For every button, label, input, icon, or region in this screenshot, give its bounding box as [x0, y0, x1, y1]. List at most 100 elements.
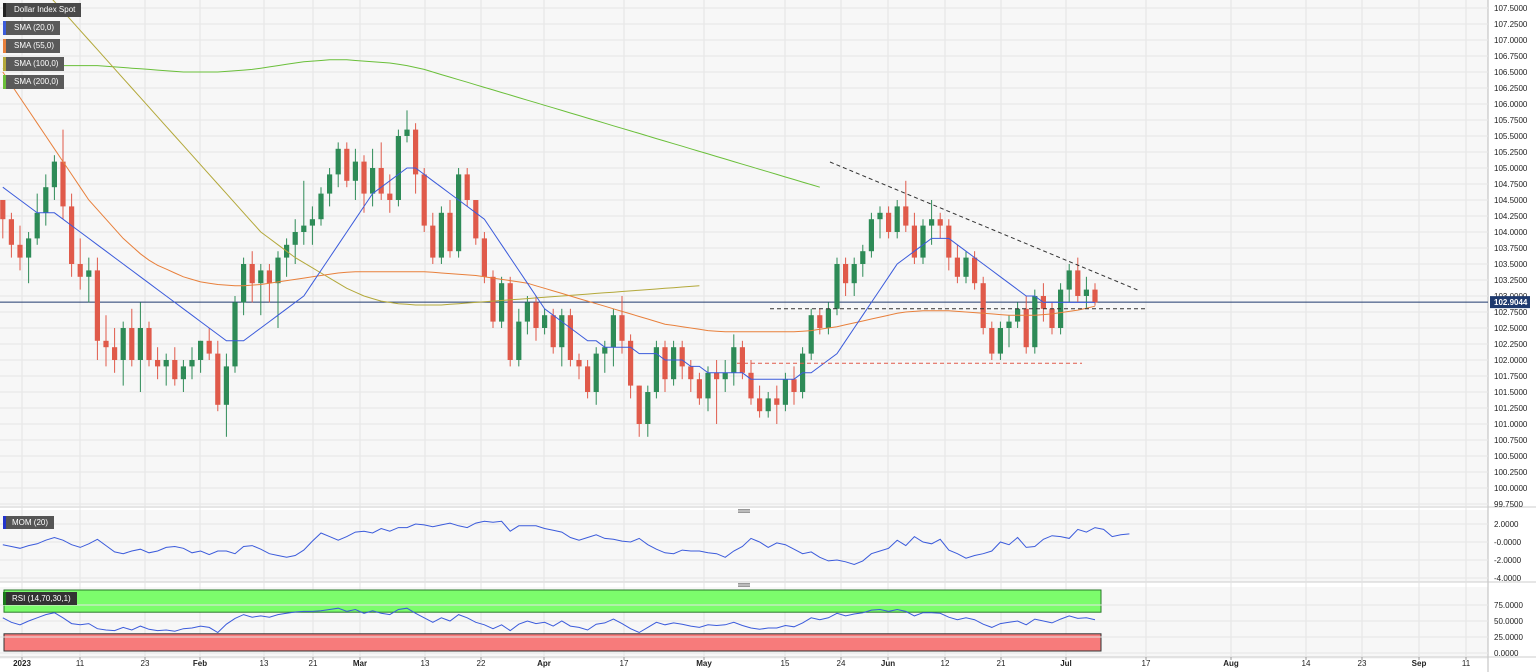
candle-body	[834, 264, 840, 309]
price-tick-label: 103.2500	[1494, 276, 1528, 285]
rsi-legend[interactable]: RSI (14,70,30,1)	[3, 592, 77, 605]
sma20-legend[interactable]: SMA (20,0)	[3, 21, 61, 35]
candle-body	[352, 161, 358, 181]
candle-body	[593, 353, 599, 392]
candle-body	[877, 212, 883, 220]
candle-body	[430, 225, 436, 258]
x-tick-label: 15	[781, 659, 790, 668]
candle-body	[241, 264, 247, 303]
candle-body	[739, 347, 745, 373]
candle-body	[997, 328, 1003, 354]
candle-body	[456, 174, 462, 252]
price-tick-label: 102.5000	[1494, 324, 1528, 333]
price-tick-label: 100.5000	[1494, 452, 1528, 461]
time-axis: 2023 11 23 Feb 13 21 Mar 13 22 Apr 17 May 15 24 Jun 12 2…	[13, 657, 1471, 668]
candle-body	[679, 347, 685, 367]
candle-body	[860, 251, 866, 264]
candle-body	[782, 379, 788, 405]
main-panel-bg	[0, 0, 1488, 506]
current-price-tag	[1490, 296, 1530, 309]
candle-body	[481, 238, 487, 277]
candle-body	[688, 366, 694, 380]
panel-resize-handle-rsi[interactable]	[738, 583, 750, 587]
price-tick-label: 105.5000	[1494, 132, 1528, 141]
candle-body	[249, 264, 255, 284]
candle-body	[619, 315, 625, 341]
price-tick-label: 105.7500	[1494, 116, 1528, 125]
x-tick-label: 13	[260, 659, 269, 668]
candle-body	[576, 360, 582, 367]
candle-body	[550, 315, 556, 348]
candle-body	[103, 340, 109, 348]
x-tick-label: Feb	[193, 659, 207, 668]
candle-body	[69, 206, 75, 264]
sma55-legend[interactable]: SMA (55,0)	[3, 39, 61, 53]
candle-body	[292, 232, 298, 245]
instrument-legend[interactable]: Dollar Index Spot	[3, 3, 82, 17]
candle-body	[413, 129, 419, 175]
candle-body	[705, 372, 711, 399]
x-tick-label: Jul	[1060, 659, 1072, 668]
candle-body	[146, 328, 152, 360]
candle-body	[1006, 321, 1012, 328]
candle-body	[438, 212, 444, 258]
price-tick-label: 105.0000	[1494, 164, 1528, 173]
candle-body	[378, 168, 384, 194]
candle-body	[671, 347, 677, 380]
price-tick-label: 107.0000	[1494, 36, 1528, 45]
panel-resize-handle-mom[interactable]	[738, 509, 750, 513]
candle-body	[808, 315, 814, 354]
candle-body	[120, 328, 126, 360]
sma200-legend[interactable]: SMA (200,0)	[3, 75, 65, 89]
candle-body	[559, 315, 565, 348]
price-tick-label: 106.2500	[1494, 84, 1528, 93]
rsi-tick-label: 0.0000	[1494, 649, 1519, 658]
candle-body	[989, 328, 995, 354]
x-tick-label: Mar	[353, 659, 367, 668]
sma100-line	[52, 0, 700, 306]
candle-body	[774, 398, 780, 405]
price-tick-label: 104.0000	[1494, 228, 1528, 237]
candle-body	[653, 347, 659, 392]
price-tick-label: 102.2500	[1494, 340, 1528, 349]
mom-tick-label: -4.0000	[1494, 574, 1522, 583]
candle-body	[963, 257, 969, 277]
candle-body	[327, 174, 333, 194]
sma200-line	[2, 59, 820, 188]
rsi-line	[2, 607, 1096, 634]
candle-body	[0, 200, 6, 220]
candle-body	[585, 366, 591, 392]
x-tick-label: 17	[620, 659, 629, 668]
candle-body	[112, 347, 118, 360]
price-tick-label: 104.2500	[1494, 212, 1528, 221]
candle-body	[886, 212, 892, 232]
candle-body	[894, 206, 900, 232]
candle-body	[94, 270, 100, 341]
candle-body	[920, 225, 926, 258]
price-tick-label: 107.5000	[1494, 4, 1528, 13]
candle-body	[8, 219, 14, 245]
candle-body	[791, 379, 797, 392]
price-tick-label: 103.7500	[1494, 244, 1528, 253]
sma100-legend[interactable]: SMA (100,0)	[3, 57, 65, 71]
x-tick-label: 22	[477, 659, 486, 668]
candle-body	[817, 315, 823, 328]
mom-line	[2, 520, 1130, 566]
candle-body	[610, 315, 616, 348]
rsi-panel: 75.0000 50.0000 25.0000 0.0000	[0, 589, 1523, 658]
candlestick-series	[0, 110, 1098, 437]
mom-tick-label: -0.0000	[1494, 538, 1522, 547]
rsi-oversold-zone	[3, 633, 1102, 652]
candle-body	[258, 270, 264, 284]
candle-body	[1049, 308, 1055, 328]
candle-body	[223, 366, 229, 405]
sma20-line	[2, 167, 1095, 380]
candle-body	[911, 225, 917, 258]
candle-body	[662, 347, 668, 380]
momentum-panel: 2.0000 -0.0000 -2.0000 -4.0000	[0, 520, 1522, 583]
candle-body	[1092, 289, 1098, 303]
candle-body	[77, 264, 83, 277]
mom-legend[interactable]: MOM (20)	[3, 516, 54, 529]
candle-body	[86, 270, 92, 277]
